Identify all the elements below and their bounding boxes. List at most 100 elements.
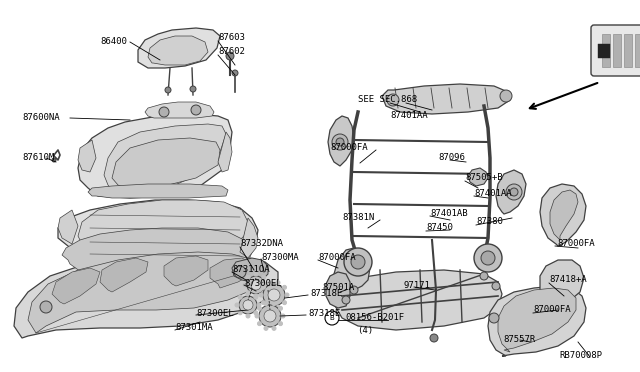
Circle shape [481,251,495,265]
Circle shape [232,70,238,76]
Circle shape [265,283,269,287]
Circle shape [238,295,242,299]
Polygon shape [104,124,226,192]
Circle shape [262,275,266,279]
Circle shape [285,293,289,297]
Circle shape [278,307,282,310]
Circle shape [238,311,242,315]
Circle shape [246,314,250,318]
Circle shape [262,285,266,289]
Circle shape [282,285,287,289]
Circle shape [268,280,272,285]
Circle shape [264,310,276,322]
Circle shape [489,313,499,323]
Circle shape [387,94,399,106]
Circle shape [480,272,488,280]
Text: 87602: 87602 [218,48,245,57]
Circle shape [254,295,258,299]
Circle shape [259,293,263,297]
Polygon shape [100,258,148,292]
Circle shape [264,302,268,306]
Circle shape [257,303,261,307]
Circle shape [262,291,266,295]
Text: 87505+B: 87505+B [465,173,502,183]
Circle shape [430,334,438,342]
Circle shape [510,188,518,196]
Circle shape [276,305,280,310]
Polygon shape [540,260,584,308]
Circle shape [255,314,259,318]
Text: SEE SEC.868: SEE SEC.868 [358,96,417,105]
Circle shape [474,244,502,272]
Circle shape [492,282,500,290]
Text: 87380: 87380 [476,218,503,227]
Circle shape [350,286,358,294]
Circle shape [247,276,265,294]
Text: 87000FA: 87000FA [330,144,367,153]
Text: 87401AA: 87401AA [474,189,511,198]
Polygon shape [240,218,258,258]
Text: 87332DNA: 87332DNA [240,240,283,248]
Polygon shape [88,184,228,198]
Circle shape [40,301,52,313]
Text: 87000FA: 87000FA [318,253,356,263]
Circle shape [257,322,262,326]
Polygon shape [78,200,248,266]
Circle shape [159,107,169,117]
Circle shape [506,184,522,200]
Polygon shape [28,252,264,333]
Polygon shape [218,132,232,172]
Polygon shape [334,248,370,292]
Circle shape [191,105,201,115]
Text: 87381N: 87381N [342,214,374,222]
Polygon shape [598,44,610,58]
Text: 87603: 87603 [218,33,245,42]
Polygon shape [550,190,578,240]
Polygon shape [78,114,232,198]
Polygon shape [145,102,214,118]
Text: 87300EL: 87300EL [196,308,234,317]
Circle shape [262,301,266,305]
Text: 87401AA: 87401AA [390,110,428,119]
Circle shape [500,90,512,102]
Polygon shape [138,28,220,68]
Circle shape [257,307,262,310]
Polygon shape [613,34,621,67]
Text: 87311OA: 87311OA [232,266,269,275]
Polygon shape [382,84,510,114]
Circle shape [243,300,253,310]
Text: 87000FA: 87000FA [557,238,595,247]
Circle shape [254,294,258,298]
Text: 87610M: 87610M [22,154,54,163]
Polygon shape [58,210,78,244]
Polygon shape [328,116,354,166]
Polygon shape [488,286,586,356]
Polygon shape [164,256,208,286]
Text: 08156-B201F: 08156-B201F [345,314,404,323]
Circle shape [246,275,250,279]
Polygon shape [635,34,640,67]
Text: 86400: 86400 [100,38,127,46]
Polygon shape [334,270,502,330]
Polygon shape [624,34,632,67]
Circle shape [246,292,250,296]
Text: 97171: 97171 [403,280,430,289]
Text: 87096: 87096 [438,154,465,163]
Polygon shape [540,184,586,246]
Circle shape [272,302,276,306]
FancyBboxPatch shape [591,25,640,76]
Circle shape [259,305,281,327]
Polygon shape [58,200,258,270]
Text: 87501A: 87501A [322,283,355,292]
Circle shape [325,311,339,325]
Text: 87557R: 87557R [503,336,535,344]
Circle shape [281,314,285,318]
Circle shape [344,248,372,276]
Circle shape [342,296,350,304]
Circle shape [243,283,247,287]
Polygon shape [62,228,252,278]
Circle shape [332,134,348,150]
Circle shape [254,272,258,276]
Circle shape [234,266,246,278]
Text: 87000FA: 87000FA [533,305,571,314]
